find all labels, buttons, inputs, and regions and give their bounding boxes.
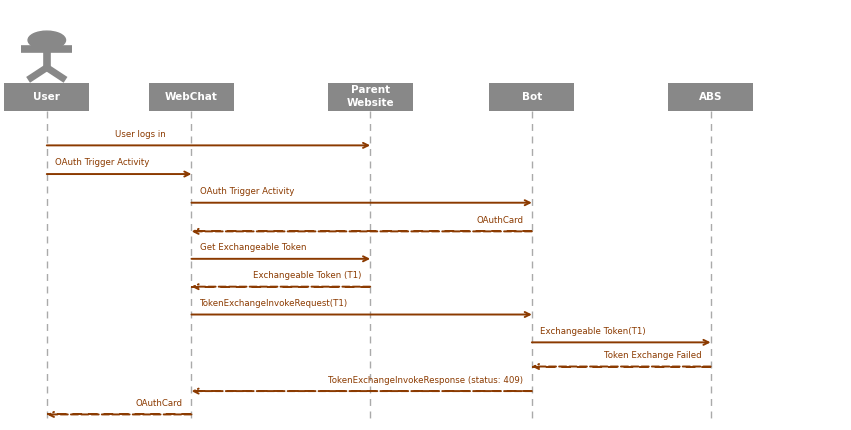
Text: Get Exchangeable Token: Get Exchangeable Token <box>200 243 306 252</box>
Text: Token Exchange Failed: Token Exchange Failed <box>604 351 702 360</box>
Text: ABS: ABS <box>699 92 722 101</box>
Text: User: User <box>33 92 60 101</box>
Text: OAuth Trigger Activity: OAuth Trigger Activity <box>200 187 294 196</box>
Bar <box>668 83 753 111</box>
Bar <box>328 83 413 111</box>
Text: TokenExchangeInvokeResponse (status: 409): TokenExchangeInvokeResponse (status: 409… <box>328 375 523 384</box>
Text: Exchangeable Token(T1): Exchangeable Token(T1) <box>540 327 646 336</box>
Circle shape <box>28 31 66 49</box>
Text: Exchangeable Token (T1): Exchangeable Token (T1) <box>254 271 362 280</box>
Bar <box>489 83 574 111</box>
Text: OAuthCard: OAuthCard <box>136 399 183 408</box>
Bar <box>4 83 89 111</box>
Text: Parent
Website: Parent Website <box>346 86 394 108</box>
Bar <box>149 83 234 111</box>
Text: User logs in: User logs in <box>115 130 166 139</box>
Text: OAuth Trigger Activity: OAuth Trigger Activity <box>55 159 150 168</box>
Text: OAuthCard: OAuthCard <box>477 216 523 225</box>
Text: TokenExchangeInvokeRequest(T1): TokenExchangeInvokeRequest(T1) <box>200 299 348 308</box>
Text: WebChat: WebChat <box>165 92 218 101</box>
Text: Bot: Bot <box>522 92 542 101</box>
